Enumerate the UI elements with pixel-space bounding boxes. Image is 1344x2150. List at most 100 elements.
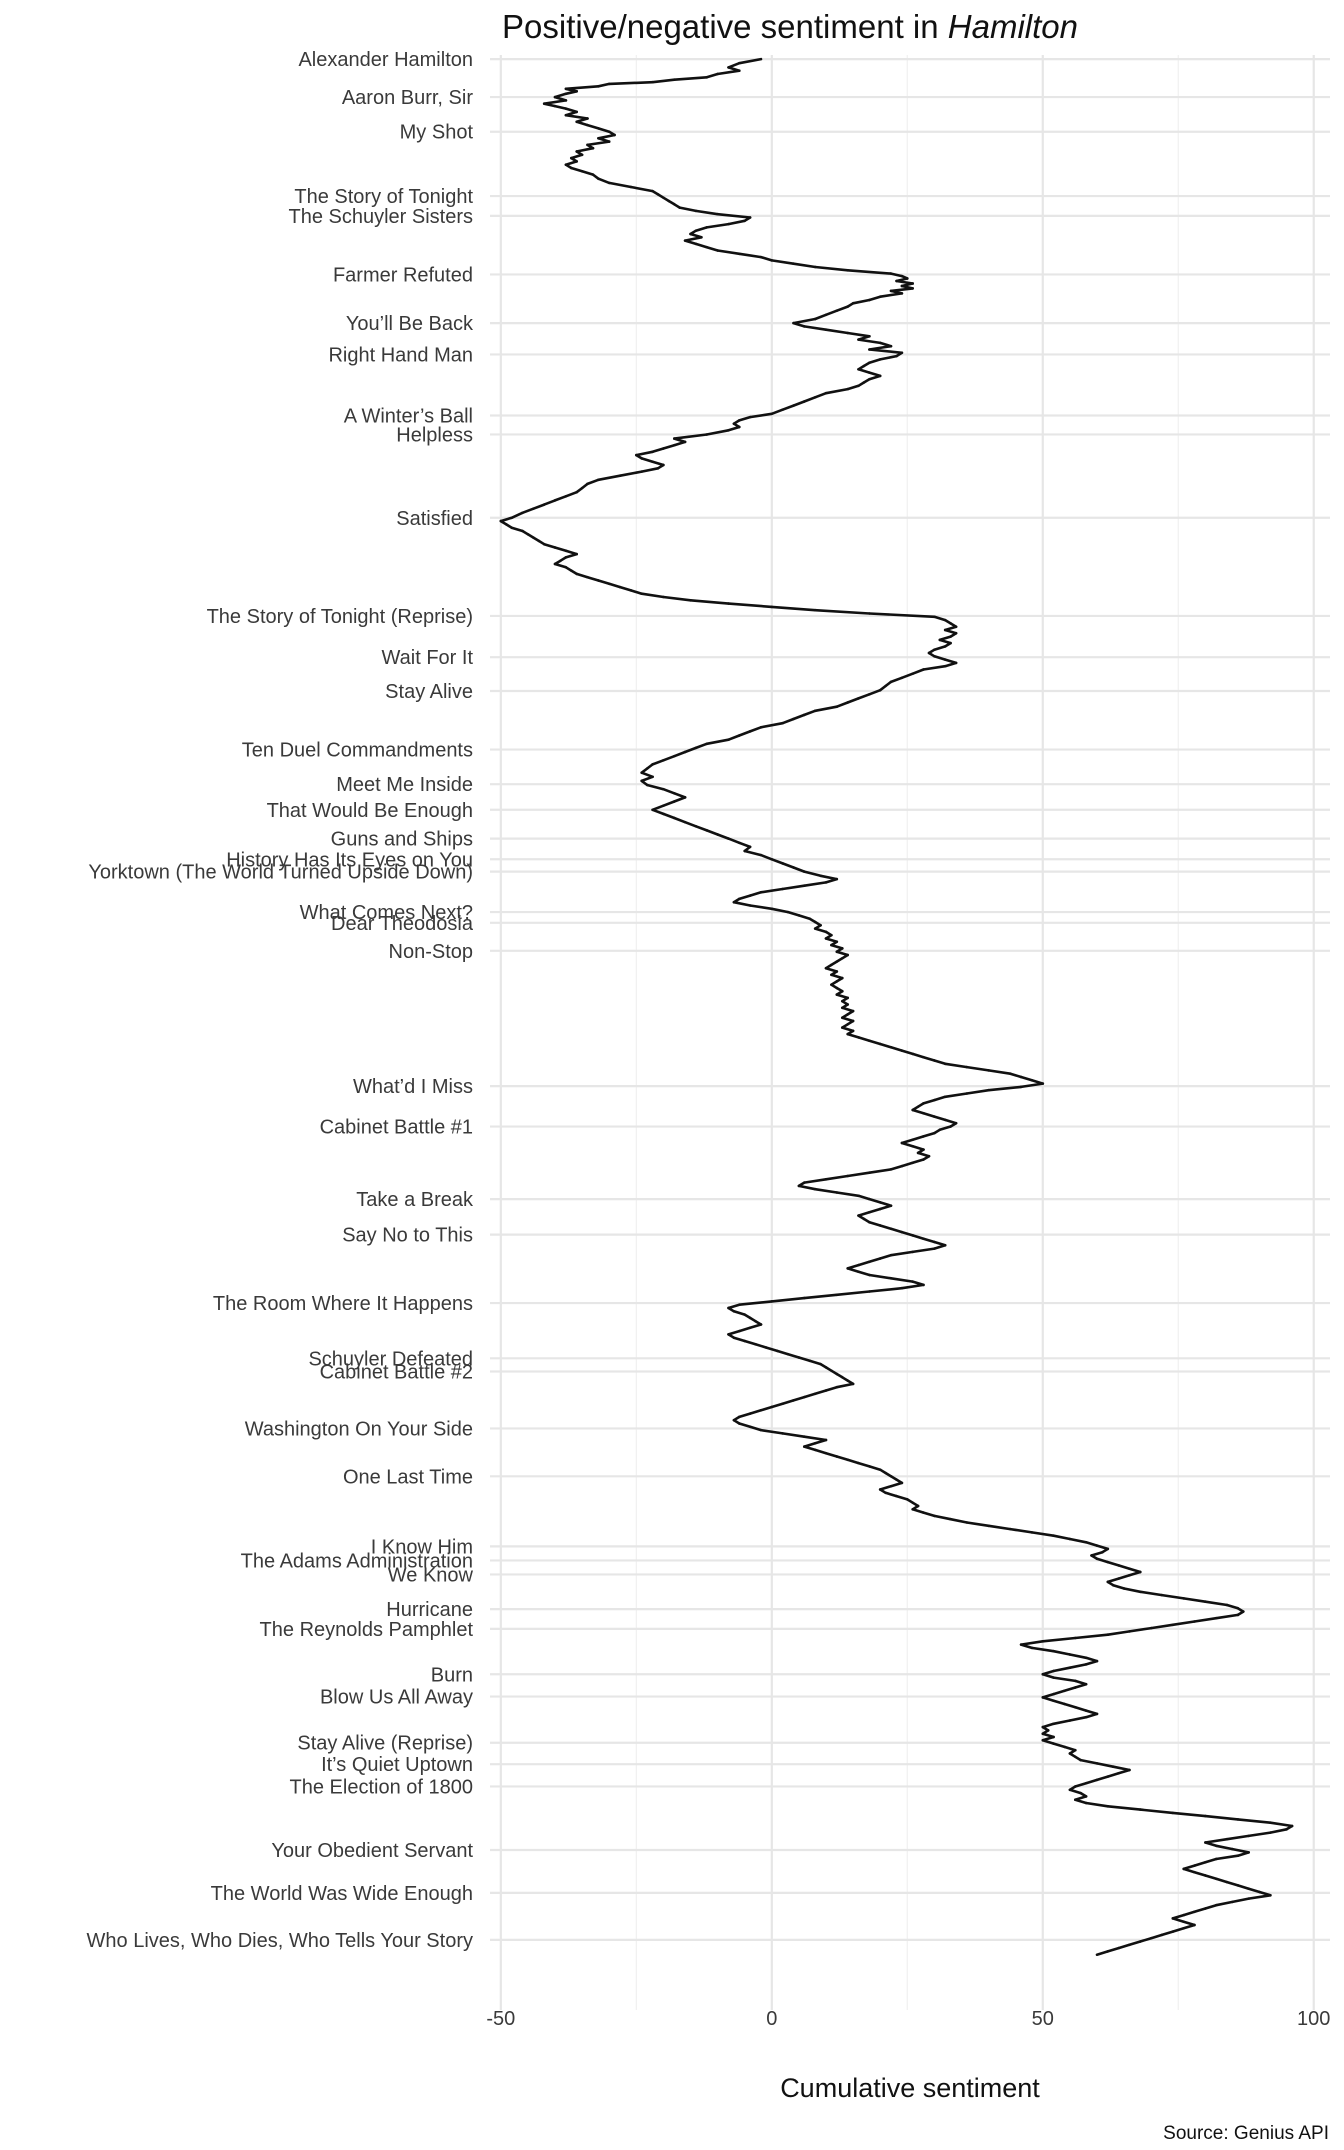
- sentiment-line-segment: [748, 890, 763, 897]
- sentiment-line-segment: [532, 503, 546, 511]
- sentiment-line-segment: [1171, 1917, 1185, 1923]
- sentiment-line-segment: [868, 1207, 882, 1214]
- sentiment-line-segment: [889, 1250, 915, 1257]
- sentiment-line-segment: [1052, 1649, 1072, 1656]
- sentiment-line-segment: [629, 185, 654, 193]
- sentiment-line-segment: [846, 1032, 860, 1039]
- sentiment-line-segment: [672, 750, 687, 758]
- song-label: Your Obedient Servant: [271, 1840, 473, 1862]
- sentiment-line-segment: [727, 1303, 741, 1310]
- sentiment-line-segment: [802, 325, 828, 332]
- sentiment-line-segment: [597, 474, 622, 482]
- sentiment-line-segment: [510, 526, 524, 533]
- sentiment-line-segment: [857, 1194, 871, 1201]
- sentiment-line-segment: [949, 1517, 969, 1524]
- sentiment-line-segment: [786, 1352, 801, 1359]
- sentiment-line-segment: [1128, 1570, 1142, 1577]
- sentiment-line-segment: [586, 478, 600, 486]
- sentiment-line-segment: [824, 1451, 839, 1458]
- sentiment-line-segment: [1204, 1600, 1229, 1607]
- sentiment-line-segment: [916, 1151, 931, 1158]
- song-label: The Adams Administration: [241, 1550, 473, 1572]
- sentiment-line-segment: [824, 309, 839, 317]
- sentiment-line-segment: [819, 874, 839, 881]
- sentiment-line-segment: [683, 820, 698, 828]
- sentiment-line-segment: [694, 209, 719, 216]
- song-label: The Reynolds Pamphlet: [260, 1619, 474, 1641]
- song-label: Ten Duel Commandments: [242, 740, 473, 762]
- sentiment-line-segment: [911, 1052, 925, 1059]
- sentiment-line-segment: [1236, 1851, 1250, 1857]
- sentiment-line-segment: [835, 993, 850, 1000]
- sentiment-line-segment: [857, 692, 871, 700]
- sentiment-line-segment: [586, 575, 600, 582]
- sentiment-line-segment: [1171, 1927, 1185, 1933]
- sentiment-line-segment: [1008, 1072, 1023, 1079]
- sentiment-line-segment: [1019, 1075, 1034, 1082]
- sentiment-line-segment: [770, 857, 784, 865]
- sentiment-line-segment: [1204, 1857, 1218, 1864]
- sentiment-line-segment: [911, 1508, 925, 1514]
- sentiment-line-segment: [1090, 1550, 1104, 1557]
- sentiment-line-segment: [792, 321, 806, 328]
- sentiment-line-segment: [781, 1432, 806, 1438]
- sentiment-line-segment: [1041, 1739, 1055, 1745]
- sentiment-line-segment: [1204, 1837, 1229, 1844]
- sentiment-line-segment: [889, 1046, 904, 1052]
- sentiment-line-segment: [922, 1055, 936, 1062]
- song-labels: Alexander Hamilton Aaron Burr, Sir My Shot…: [87, 49, 474, 1952]
- sentiment-line-segment: [786, 910, 801, 917]
- sentiment-line-segment: [662, 443, 676, 450]
- sentiment-line-segment: [835, 950, 850, 957]
- sentiment-line-segment: [618, 585, 633, 592]
- song-label: Hurricane: [386, 1599, 473, 1621]
- sentiment-line-segment: [922, 1112, 936, 1118]
- sentiment-line-segment: [900, 1161, 915, 1168]
- song-label: The Election of 1800: [290, 1776, 473, 1798]
- sentiment-line-segment: [933, 1115, 947, 1122]
- sentiment-line-segment: [900, 1141, 915, 1148]
- sentiment-line-segment: [781, 404, 795, 412]
- sentiment-line-segment: [889, 1277, 915, 1283]
- sentiment-line-segment: [792, 713, 806, 721]
- song-label: What’d I Miss: [353, 1076, 473, 1098]
- sentiment-line-segment: [569, 153, 584, 160]
- sentiment-line-segment: [553, 546, 568, 553]
- sentiment-line-segment: [1193, 1907, 1207, 1914]
- sentiment-line-segment: [824, 1174, 850, 1181]
- sentiment-line-segment: [813, 391, 828, 399]
- sentiment-line-segment: [1225, 1880, 1240, 1887]
- sentiment-line-segment: [1063, 1702, 1077, 1709]
- sentiment-line-segment: [1193, 1616, 1218, 1623]
- sentiment-line-segment: [1106, 1630, 1131, 1636]
- sentiment-line-segment: [1149, 1933, 1164, 1940]
- sentiment-line-segment: [662, 787, 676, 795]
- sentiment-line-segment: [922, 664, 947, 671]
- sentiment-line-segment: [1204, 1814, 1240, 1821]
- sentiment-line-segment: [1193, 1861, 1207, 1867]
- sentiment-line-segment: [868, 1273, 893, 1280]
- sentiment-line-segment: [1117, 1564, 1131, 1570]
- sentiment-line-segment: [1095, 1762, 1115, 1768]
- song-label: Meet Me Inside: [336, 774, 473, 796]
- sentiment-line-segment: [878, 292, 904, 299]
- sentiment-line-segment: [542, 499, 557, 506]
- sentiment-line-segment: [878, 1253, 893, 1260]
- sentiment-line-segment: [781, 862, 795, 869]
- sentiment-line-segment: [835, 1382, 855, 1389]
- song-label: Cabinet Battle #1: [320, 1117, 473, 1139]
- sentiment-line-segment: [651, 460, 665, 467]
- sentiment-line-segment: [824, 877, 839, 884]
- sentiment-line-segment: [716, 833, 730, 840]
- sentiment-line-segment: [1182, 1867, 1196, 1874]
- sentiment-line-segment: [672, 433, 709, 440]
- sentiment-line-segment: [1111, 1765, 1131, 1772]
- sentiment-line-segment: [662, 800, 676, 808]
- sentiment-line-segment: [770, 1402, 784, 1409]
- sentiment-line-segment: [510, 511, 524, 520]
- sentiment-line-segment: [737, 841, 752, 849]
- sentiment-line-segment: [732, 900, 752, 907]
- sentiment-line-segment: [851, 298, 871, 305]
- sentiment-line-segment: [824, 937, 839, 944]
- sentiment-line-segment: [813, 1187, 839, 1194]
